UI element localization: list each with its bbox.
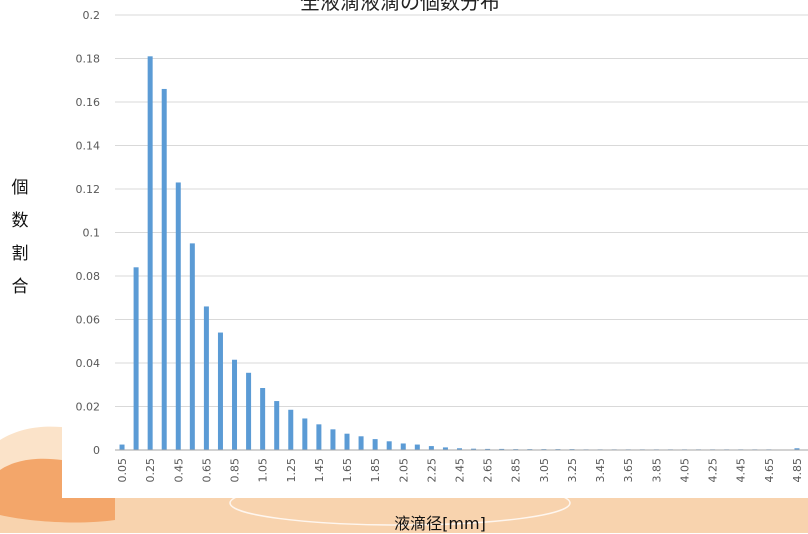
x-tick-label: 2.85 (510, 458, 523, 483)
bar (428, 446, 434, 450)
y-tick-label: 0 (93, 444, 100, 457)
x-tick-label: 2.65 (482, 458, 495, 483)
x-tick-label: 1.05 (257, 458, 270, 483)
x-tick-label: 2.05 (397, 458, 410, 483)
y-axis-label-char: 個 (11, 178, 29, 198)
bar (288, 409, 294, 450)
y-tick-label: 0.14 (76, 140, 101, 153)
x-tick-label: 3.45 (594, 458, 607, 483)
bar (471, 448, 477, 450)
bar (344, 433, 350, 450)
x-tick-label: 2.45 (454, 458, 467, 483)
x-tick-label: 0.85 (229, 458, 242, 483)
x-tick-label: 1.65 (341, 458, 354, 483)
bar (161, 88, 167, 450)
y-tick-label: 0.16 (76, 96, 101, 109)
bar (330, 429, 336, 450)
x-tick-label: 1.25 (285, 458, 298, 483)
y-tick-label: 0.02 (76, 401, 101, 414)
y-axis-label-char: 合 (11, 277, 29, 297)
x-tick-label: 3.25 (566, 458, 579, 483)
bar (302, 418, 308, 450)
bar (386, 441, 392, 450)
y-tick-label: 0.04 (76, 357, 101, 370)
bar (147, 56, 153, 450)
x-tick-label: 3.65 (622, 458, 635, 483)
bar (442, 447, 448, 450)
bar (232, 359, 238, 450)
bar (358, 436, 364, 450)
y-axis-label-char: 数 (11, 211, 29, 231)
bar (260, 388, 266, 450)
x-tick-label: 4.25 (707, 458, 720, 483)
gridlines (115, 14, 808, 407)
bars (119, 56, 800, 450)
bar (119, 444, 125, 450)
bar (316, 424, 322, 450)
bar (400, 443, 406, 450)
bar (133, 267, 139, 450)
y-tick-label: 0.08 (76, 270, 101, 283)
x-tick-label: 1.85 (369, 458, 382, 483)
bar (794, 448, 800, 450)
bar (457, 448, 462, 450)
bar (372, 439, 378, 450)
x-tick-label: 0.25 (144, 458, 157, 483)
x-tick-label: 2.25 (425, 458, 438, 483)
y-tick-label: 0.12 (76, 183, 101, 196)
bar (499, 448, 505, 450)
bar (274, 401, 280, 450)
x-tick-label: 0.05 (116, 458, 129, 483)
x-tick-label: 4.85 (791, 458, 804, 483)
chart-title: 全液滴液滴の個数分布 (300, 0, 500, 14)
y-axis-label-char: 割 (11, 244, 29, 264)
x-tick-label: 1.45 (313, 458, 326, 483)
x-tick-label: 3.85 (650, 458, 663, 483)
x-tick-label: 4.65 (763, 458, 776, 483)
bar (246, 372, 252, 450)
x-tick-label: 0.65 (200, 458, 213, 483)
x-axis-ticks: 0.05 0.25 0.45 0.65 0.85 1.05 1.25 1.45 1.65 1.85… (116, 458, 804, 483)
bar (485, 448, 491, 450)
y-tick-label: 0.06 (76, 314, 101, 327)
x-tick-label: 0.45 (172, 458, 185, 483)
bar (217, 332, 223, 450)
y-tick-label: 0.1 (83, 227, 101, 240)
x-tick-label: 4.45 (735, 458, 748, 483)
bar (414, 444, 420, 450)
x-axis-label: 液滴径[mm] (394, 514, 486, 533)
y-tick-label: 0.18 (76, 53, 101, 66)
y-axis-ticks: 0 0.02 0.04 0.06 0.08 0.1 0.12 0.14 0.16 0.18 0.2 (76, 9, 101, 457)
y-tick-label: 0.2 (83, 9, 101, 22)
bar (203, 306, 209, 450)
plot-area (62, 8, 808, 498)
x-tick-label: 4.05 (678, 458, 691, 483)
x-tick-label: 3.05 (538, 458, 551, 483)
bar (175, 182, 181, 450)
bar (189, 243, 195, 450)
